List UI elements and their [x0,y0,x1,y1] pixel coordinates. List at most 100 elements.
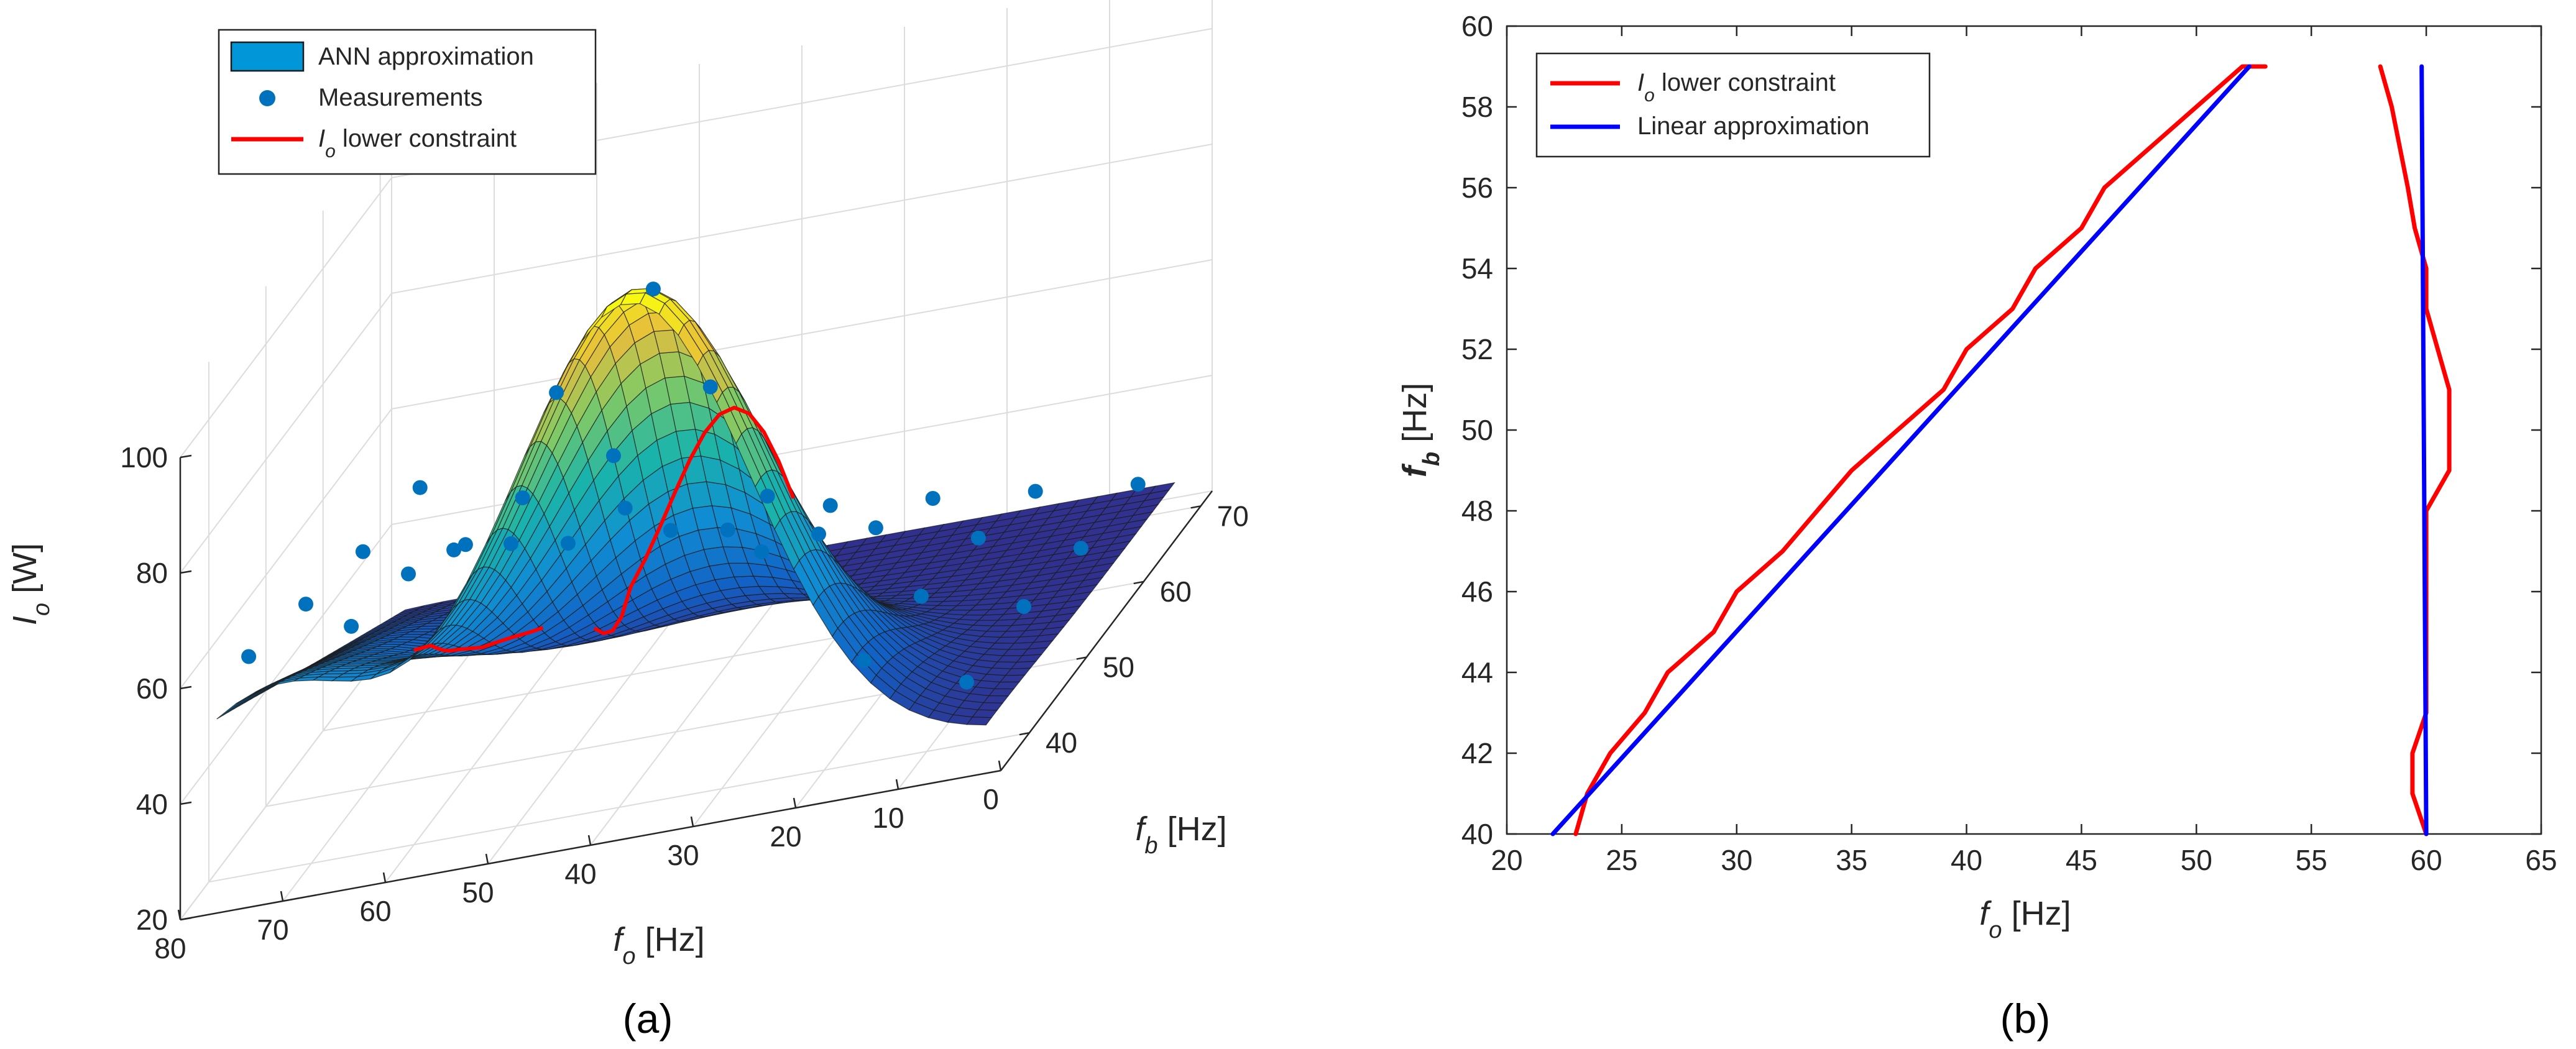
floor-line-fo [385,602,597,883]
z-tick-label: 40 [136,788,168,820]
x-tick-label: 10 [872,802,904,834]
x-tick-label: 60 [359,895,391,927]
measurement-point [925,491,941,506]
caption-b: (b) [2000,996,2051,1042]
z-tick [180,801,192,805]
measurement-point [549,385,564,400]
panel-a-surface [216,288,1175,726]
x-tick-label: 45 [2066,844,2097,876]
x-tick [998,760,1002,771]
legend-label-ann: ANN approximation [318,43,534,70]
measurement-point [1016,599,1031,614]
panel-a-ylabel: fb [Hz] [1135,810,1226,859]
floor-line-fo [487,584,700,864]
y-tick-label: 58 [1461,91,1493,123]
panel-b-legend: Io lower constraint Linear approximation [1535,52,1931,158]
legend-patch-surface [230,41,305,72]
x-tick-label: 50 [462,876,494,909]
floor-line-fo [282,621,495,902]
z-tick [180,570,192,574]
z-tick-label: 80 [136,557,168,589]
y-tick [1019,731,1030,736]
y-tick-label: 46 [1461,575,1493,608]
x-tick-label: 80 [154,932,186,964]
y-tick-label: 60 [1160,575,1192,608]
legend-label-constraint-b: Io lower constraint [1637,69,1836,106]
x-tick [587,835,592,846]
floor-line-fo [590,565,803,846]
x-tick [177,909,182,920]
measurement-point [1028,483,1043,499]
x-tick-label: 40 [1951,844,1982,876]
measurement-point [412,480,428,495]
measurement-point [663,523,678,538]
measurement-point [857,653,872,668]
panel-b-ticks: 20 25 30 35 40 45 50 55 60 65 40 42 44 46 48 50 52 54 56 58… [1461,10,2557,876]
panel-a-legend: ANN approximation Measurements Io lower … [218,29,597,175]
x-tick-label: 40 [564,858,596,890]
surface-patch [216,700,242,720]
x-tick-label: 25 [1606,844,1637,876]
measurement-point [401,566,416,582]
measurement-point [970,530,986,546]
x-tick [485,853,489,864]
measurement-point [868,520,883,536]
panel-a-constraint-lines [413,405,796,653]
x-tick-label: 20 [770,820,801,853]
x-tick-label: 50 [2181,844,2212,876]
series-red-segment-1 [2378,64,2452,836]
y-tick-label: 50 [1103,651,1134,684]
series-blue-segment-1 [2419,64,2429,836]
z-tick-label: 100 [120,441,168,474]
panel-a-xlabel: fo [Hz] [613,921,704,969]
y-tick-label: 50 [1461,414,1493,446]
panel-a-measurements [241,282,1146,690]
measurement-point [617,500,633,516]
x-tick [895,779,899,790]
y-tick-label: 44 [1461,656,1493,689]
legend-label-measurements: Measurements [318,84,483,111]
measurement-point [560,536,576,551]
z-tick-label: 60 [136,672,168,705]
y-tick [1076,656,1087,660]
measurement-point [811,526,826,542]
legend-label-constraint: Io lower constraint [318,125,517,162]
y-axis-line [1000,490,1213,771]
measurement-point [446,542,462,557]
z-tick [180,917,192,921]
z-tick [180,685,192,690]
measurement-point [355,544,370,559]
caption-a: (a) [623,996,673,1042]
series-red-segment-0 [1573,64,2268,836]
x-tick-label: 35 [1836,844,1867,876]
x-tick-label: 20 [1491,844,1522,876]
y-tick-label: 48 [1461,495,1493,527]
measurement-point [298,597,313,612]
x-tick [793,797,797,809]
measurement-point [504,536,518,551]
y-tick-label: 42 [1461,737,1493,769]
x-tick-label: 60 [2411,844,2442,876]
measurement-point [241,649,257,664]
y-tick [1190,505,1201,509]
x-tick-label: 30 [1721,844,1752,876]
panel-b-series [1550,64,2452,836]
y-tick-label: 52 [1461,333,1493,365]
measurement-point [1073,541,1088,556]
panel-b-xlabel: fo [Hz] [1979,895,2071,943]
measurement-point [760,488,775,504]
measurement-point [606,448,621,464]
floor-line-fo [180,639,392,920]
y-tick-label: 40 [1046,726,1077,759]
measurement-point [344,618,359,634]
constraint-curve-branch-1 [593,405,796,636]
measurement-point [720,522,735,538]
legend-marker-measurements [259,90,275,106]
x-tick-label: 0 [983,783,999,815]
z-tick [180,454,192,459]
measurement-point [515,490,530,506]
measurement-point [754,544,770,559]
